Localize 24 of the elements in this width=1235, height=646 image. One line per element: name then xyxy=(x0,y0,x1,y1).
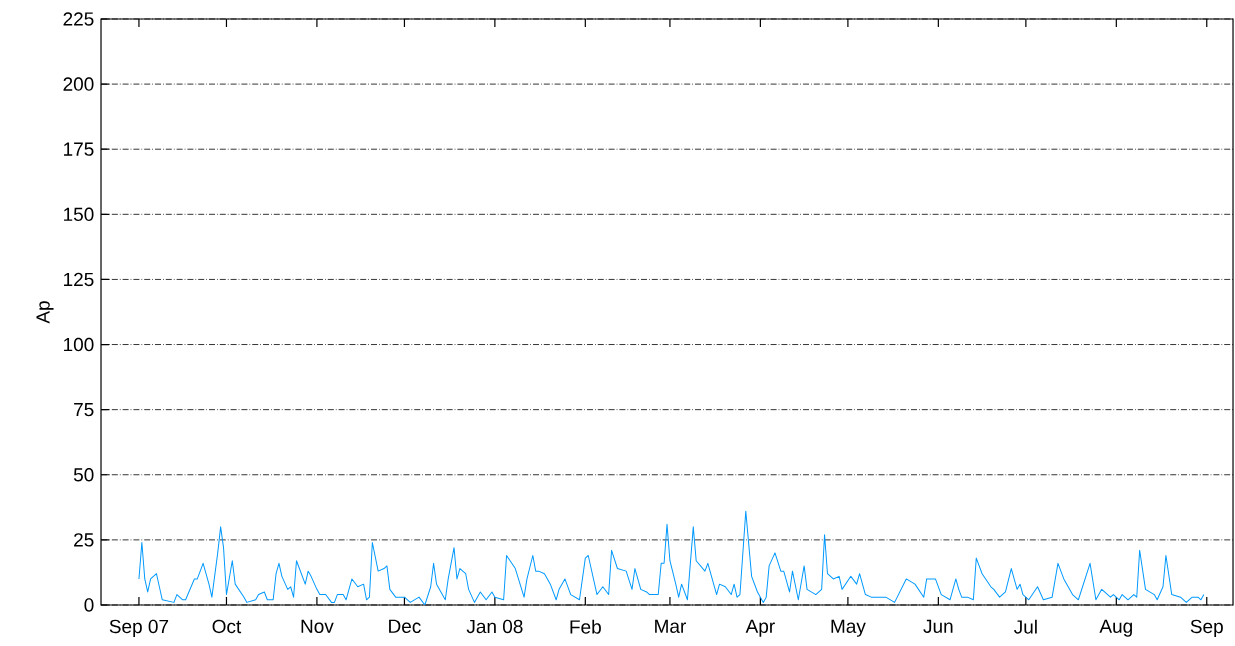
y-tick-label: 50 xyxy=(73,468,94,482)
x-tick-label: Dec xyxy=(389,619,421,633)
y-tick-label: 200 xyxy=(63,77,94,91)
x-tick-label: Aug xyxy=(1099,619,1132,637)
y-tick-label: 225 xyxy=(63,12,94,26)
y-tick-label: 150 xyxy=(64,207,94,222)
x-tick-label: Sep xyxy=(1190,619,1223,637)
x-tick-label: Jul xyxy=(1014,619,1037,634)
x-tick-label: Jan 08 xyxy=(466,619,523,634)
y-tick-label: 25 xyxy=(74,533,94,547)
y-tick-label: 75 xyxy=(74,403,94,417)
y-tick-label: 0 xyxy=(84,598,94,612)
y-tick-label: 100 xyxy=(64,337,94,352)
x-tick-label: Mar xyxy=(655,619,686,633)
x-tick-label: May xyxy=(831,619,866,637)
x-tick-label: Sep 07 xyxy=(109,619,169,637)
y-tick-label: 125 xyxy=(64,272,94,287)
y-axis-title: Ap xyxy=(36,301,54,324)
x-tick-label: Feb xyxy=(570,619,601,634)
y-tick-label: 175 xyxy=(64,142,94,156)
x-tick-label: Oct xyxy=(212,619,242,634)
x-tick-label: Nov xyxy=(301,619,334,633)
x-tick-label: Apr xyxy=(745,619,775,637)
x-tick-label: Jun xyxy=(923,619,953,633)
